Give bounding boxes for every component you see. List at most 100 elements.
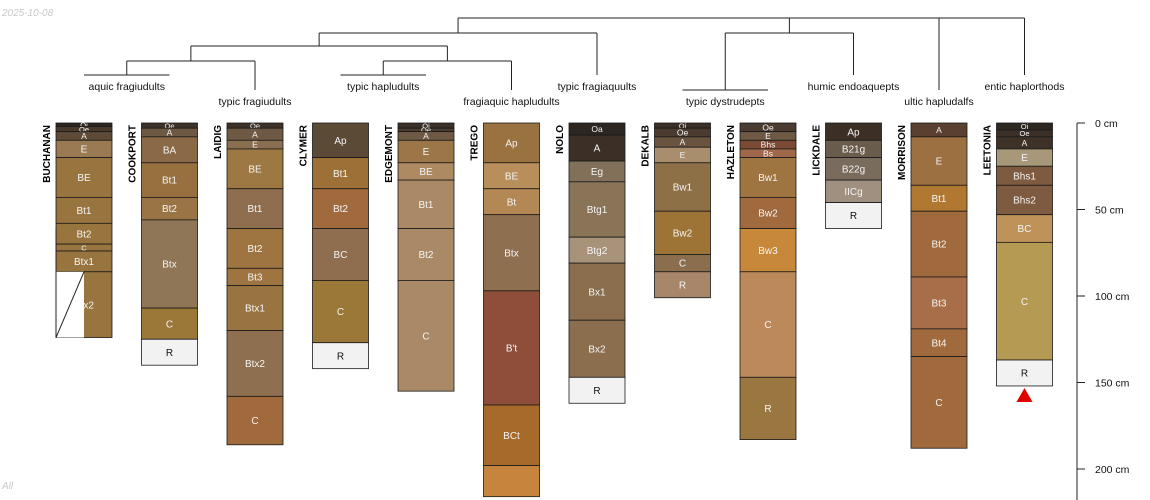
horizon-laidig-7 [226, 285, 284, 331]
profile-name: BUCHANAN [42, 125, 53, 183]
horizon-label: C [251, 416, 258, 427]
profile-name: LAIDIG [213, 125, 224, 159]
horizon-morrison-5 [910, 328, 968, 357]
horizon-label: Btg2 [587, 246, 608, 257]
horizon-nolo-6 [568, 319, 626, 378]
horizon-label: Bt2 [162, 204, 177, 215]
horizon-label: Bw2 [758, 209, 778, 220]
taxon-label: typic dystrudepts [686, 96, 765, 108]
horizon-label: Oe [79, 125, 89, 134]
horizon-label: A [252, 129, 258, 139]
horizon-laidig-4 [226, 188, 284, 229]
horizon-label: Bt1 [162, 176, 177, 187]
horizon-label: Bt2 [76, 229, 91, 240]
axis-tick-label: 50 cm [1095, 205, 1124, 217]
horizon-leetonia-8 [996, 359, 1053, 387]
date-stamp: 2025-10-08 [2, 8, 54, 19]
horizon-label: C [166, 319, 173, 330]
horizon-morrison-6 [910, 356, 968, 449]
horizon-label: Oe [677, 128, 689, 138]
horizon-label: Bt [507, 197, 517, 208]
profile-clymer: Ap Bt1 Bt2 BC C R CLYMER [299, 122, 369, 370]
horizon-label: Ap [505, 138, 518, 149]
horizon-lickdale-4 [825, 202, 882, 229]
profile-name: CLYMER [299, 124, 310, 166]
horizon-laidig-3 [226, 148, 284, 190]
horizon-label: Btx2 [245, 359, 265, 370]
horizon-label: Oi [679, 121, 687, 130]
profile-name: COOKPORT [128, 125, 139, 183]
horizon-label: Oa [591, 124, 603, 134]
horizon-label: Bw1 [758, 173, 778, 184]
horizon-label: C [1021, 297, 1028, 308]
horizon-morrison-2 [910, 184, 968, 212]
profile-name: HAZLETON [726, 125, 737, 179]
profile-name: LICKDALE [812, 125, 823, 176]
horizon-label: Oe [1019, 129, 1029, 138]
horizon-label: Btx [504, 248, 518, 259]
horizon-label: E [765, 131, 771, 141]
profile-morrison: A E Bt1 Bt2 Bt3 Bt4 C MORRISON [897, 122, 968, 449]
skew-line [55, 271, 85, 338]
horizon-label: BC [334, 250, 348, 261]
profile-name: DEKALB [641, 125, 652, 167]
horizon-label: A [594, 144, 601, 155]
axis-tick-label: 100 cm [1095, 291, 1130, 303]
horizon-label: Oe [164, 121, 174, 130]
horizon-label: Bt2 [418, 250, 433, 261]
footer-tag: All [2, 481, 14, 492]
horizon-label: Oi [80, 120, 88, 129]
horizon-label: IICg [844, 187, 862, 198]
horizon-label: Bw3 [758, 246, 778, 257]
horizon-label: E [252, 140, 258, 150]
horizon-edgemont-6 [397, 228, 455, 281]
horizon-nolo-3 [568, 181, 626, 238]
horizon-clymer-5 [312, 342, 369, 370]
horizon-hazleton-4 [739, 157, 797, 198]
horizon-label: Bhs [761, 140, 776, 150]
horizon-label: Bt2 [931, 240, 946, 251]
horizon-hazleton-8 [739, 376, 797, 440]
horizon-label: R [679, 280, 686, 291]
axis-tick-label: 200 cm [1095, 464, 1130, 476]
profile-cookport: OeA BA Bt1 Bt2 Btx C R COOKPORT [128, 121, 198, 366]
profile-name: NOLO [555, 125, 566, 154]
horizon-clymer-0 [312, 122, 369, 158]
horizon-nolo-4 [568, 236, 626, 264]
horizon-leetonia-7 [996, 241, 1053, 361]
horizon-label: R [166, 348, 173, 359]
horizon-leetonia-5 [996, 184, 1053, 216]
horizon-label: R [764, 404, 771, 415]
horizon-nolo-5 [568, 262, 626, 321]
horizon-clymer-3 [312, 228, 369, 281]
horizon-label: Bw2 [673, 228, 693, 239]
horizon-morrison-3 [910, 210, 968, 278]
horizon-cookport-5 [141, 219, 198, 309]
taxon-label: aquic fragiudults [89, 81, 165, 93]
horizon-cookport-2 [141, 136, 198, 164]
horizon-label: Bt4 [931, 338, 946, 349]
depth-axis: 0 cm 50 cm 100 cm 150 cm 200 cm [1076, 118, 1130, 500]
horizon-hazleton-5 [739, 196, 797, 229]
horizon-buchanan-4 [55, 157, 113, 198]
profile-lickdale: Ap B21g B22g IICg R LICKDALE [812, 122, 882, 229]
horizon-nolo-7 [568, 376, 626, 404]
horizon-label: C [337, 307, 344, 318]
horizon-label: Bx1 [588, 287, 606, 298]
horizon-trego-0 [483, 122, 540, 164]
horizon-label: C [764, 320, 771, 331]
horizon-clymer-2 [312, 188, 369, 229]
horizon-trego-4 [483, 290, 540, 406]
horizon-label: Bx2 [588, 344, 606, 355]
horizon-label: Oe [250, 121, 260, 130]
horizon-label: E [423, 147, 430, 158]
horizon-label: Bt1 [418, 200, 433, 211]
axis-tick-label: 150 cm [1095, 378, 1130, 390]
profile-name: TREGO [470, 125, 481, 161]
horizon-edgemont-7 [397, 280, 455, 392]
